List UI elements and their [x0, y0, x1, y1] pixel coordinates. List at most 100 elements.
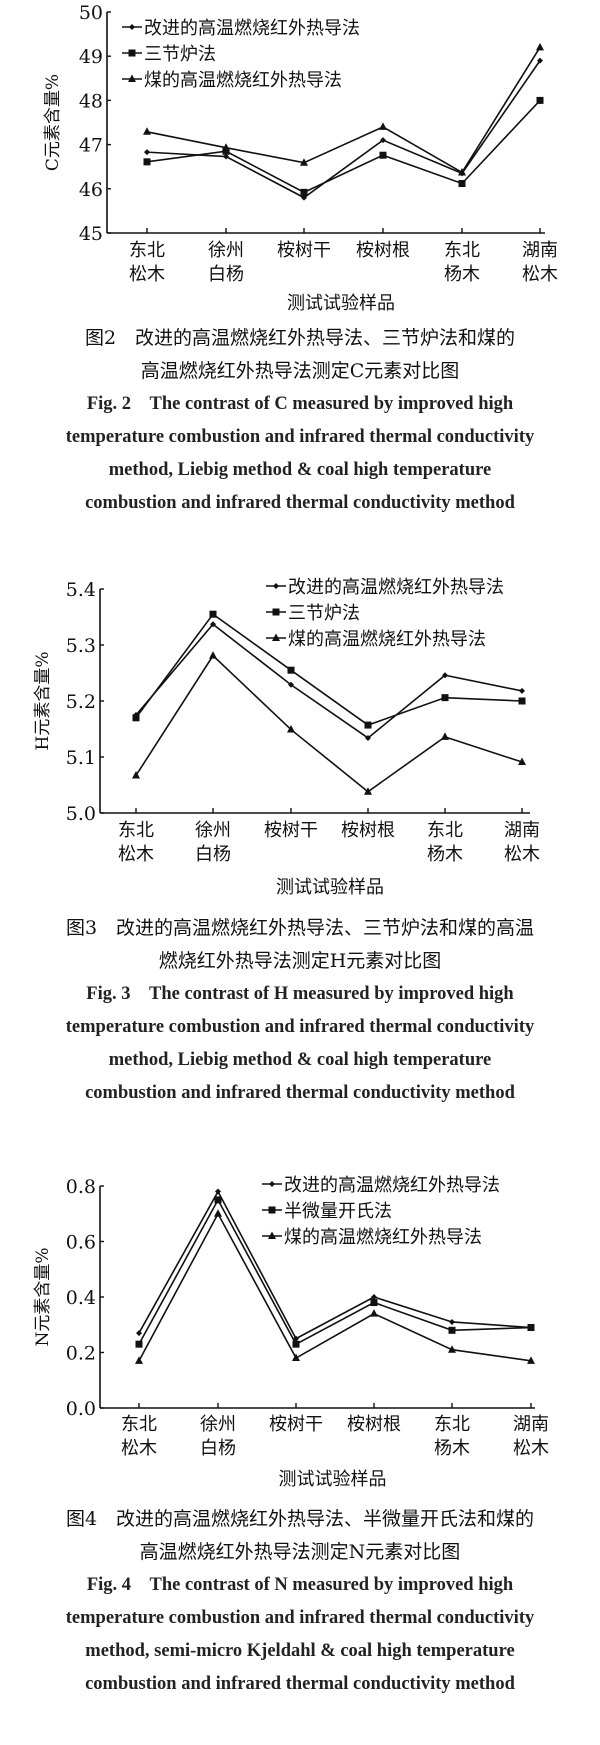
legend-marker	[128, 49, 136, 57]
legend-label: 半微量开氏法	[284, 1201, 392, 1222]
caption-zh-line: 高温燃烧红外热导法测定C元素对比图	[140, 360, 460, 382]
x-tick-label: 东北杨木	[434, 1414, 470, 1459]
data-point	[288, 681, 294, 688]
series-2	[132, 610, 526, 729]
legend-item: 煤的高温燃烧红外热导法	[266, 629, 486, 650]
data-point	[518, 697, 526, 705]
figure-2-caption: 图2 改进的高温燃烧红外热导法、三节炉法和煤的 高温燃烧红外热导法测定C元素对比图…	[0, 322, 600, 520]
data-point	[519, 687, 525, 694]
y-tick-label: 5.2	[66, 691, 96, 713]
series-line	[138, 1198, 532, 1346]
data-point	[132, 714, 140, 722]
data-point	[449, 1318, 455, 1325]
x-tick-label: 湖南松木	[522, 240, 558, 285]
legend-marker	[272, 608, 280, 616]
legend-item: 半微量开氏法	[262, 1201, 392, 1222]
caption-en-line: temperature combustion and infrared ther…	[65, 1608, 535, 1628]
y-tick-label: 5.3	[66, 635, 96, 657]
y-tick-label: 0.6	[66, 1232, 96, 1254]
y-tick-label: 5.4	[66, 579, 96, 601]
data-point	[287, 725, 295, 733]
caption-en-line: method, semi-micro Kjeldahl & coal high …	[85, 1641, 515, 1661]
caption-en-line: Fig. 3 The contrast of H measured by imp…	[86, 984, 514, 1004]
data-point	[536, 42, 544, 51]
series-line	[135, 654, 523, 793]
legend-item: 改进的高温燃烧红外热导法	[266, 577, 504, 598]
data-point	[379, 151, 387, 159]
y-tick-label: 48	[79, 90, 103, 112]
data-point	[143, 158, 151, 166]
x-tick-label: 东北松木	[118, 820, 154, 865]
data-point	[292, 1340, 300, 1348]
chart-2: 5.0 5.1 5.2 5.3 5.4 东北松木 徐州白杨 桉树干 桉树根 东北杨木 湖南松木测试试…	[33, 577, 540, 898]
data-point	[364, 721, 372, 729]
legend-label: 煤的高温燃烧红外热导法	[284, 1227, 482, 1248]
data-point	[448, 1345, 456, 1353]
legend-item: 三节炉法	[266, 603, 360, 624]
x-tick-label: 东北松木	[129, 240, 165, 285]
legend-marker	[268, 1231, 276, 1239]
data-point	[371, 1294, 377, 1300]
data-point	[380, 137, 386, 144]
x-tick-label: 桉树根	[356, 240, 410, 261]
data-point	[301, 194, 307, 201]
chart-3: 0.0 0.2 0.4 0.6 0.8 东北松木 徐州白杨 桉树干 桉树根 东北杨木 湖南松木测试试…	[33, 1175, 549, 1490]
x-tick-label: 桉树干	[277, 240, 331, 261]
data-point	[222, 143, 230, 151]
series-line	[135, 613, 523, 726]
x-axis-label: 测试试验样品	[287, 293, 395, 314]
series-line	[138, 1212, 532, 1362]
data-point	[536, 96, 544, 104]
data-point	[222, 147, 230, 155]
y-tick-label: 49	[79, 46, 103, 68]
x-tick-label: 桉树根	[347, 1414, 401, 1435]
data-point	[458, 167, 466, 176]
caption-zh-line: 高温燃烧红外热导法测定N元素对比图	[139, 1541, 461, 1563]
data-point	[215, 1188, 221, 1195]
data-point	[300, 158, 308, 166]
x-axis-label: 测试试验样品	[279, 1469, 387, 1490]
legend-item: 煤的高温燃烧红外热导法	[262, 1227, 482, 1248]
data-point	[143, 127, 151, 135]
data-point	[300, 188, 308, 196]
series-line	[138, 1189, 532, 1340]
legend-item: 改进的高温燃烧红外热导法	[262, 1175, 500, 1196]
data-point	[365, 734, 371, 741]
legend-label: 改进的高温燃烧红外热导法	[144, 18, 360, 39]
y-tick-label: 0.2	[66, 1343, 96, 1365]
legend-marker	[269, 1181, 275, 1187]
data-point	[135, 1340, 143, 1348]
series-3	[135, 1209, 535, 1364]
caption-en-line: Fig. 4 The contrast of N measured by imp…	[86, 1575, 514, 1595]
series-line	[146, 46, 541, 174]
y-axis-label: C元素含量%	[43, 74, 63, 171]
caption-en-line: Fig. 2 The contrast of C measured by imp…	[86, 394, 514, 414]
data-point	[458, 179, 466, 187]
data-point	[527, 1324, 535, 1332]
data-point	[223, 153, 229, 160]
y-tick-label: 5.0	[66, 803, 96, 825]
data-point	[135, 1356, 143, 1364]
chart-1: 45 46 47 48 49 50 东北松木 徐州白杨 桉树干 桉树根 东北杨木 湖南松木测试试验样品…	[43, 2, 558, 314]
data-point	[214, 1209, 222, 1217]
x-tick-label: 桉树干	[264, 820, 318, 841]
x-tick-label: 徐州白杨	[200, 1414, 236, 1459]
caption-zh-line: 图3 改进的高温燃烧红外热导法、三节炉法和煤的高温	[65, 917, 535, 939]
x-tick-label: 东北杨木	[427, 820, 463, 865]
legend-marker	[273, 583, 279, 589]
caption-zh-line: 图2 改进的高温燃烧红外热导法、三节炉法和煤的	[84, 327, 516, 349]
x-tick-label: 东北松木	[121, 1414, 157, 1459]
legend-label: 三节炉法	[144, 44, 216, 65]
x-tick-label: 东北杨木	[444, 240, 480, 285]
data-point	[144, 149, 150, 156]
data-point	[364, 787, 372, 795]
data-point	[442, 672, 448, 679]
series-3	[143, 42, 544, 176]
data-point	[448, 1326, 456, 1334]
legend-label: 三节炉法	[288, 603, 360, 624]
legend-label: 煤的高温燃烧红外热导法	[144, 70, 342, 91]
caption-en-line: temperature combustion and infrared ther…	[65, 427, 535, 447]
x-tick-label: 徐州白杨	[208, 240, 244, 285]
series-2	[143, 96, 544, 196]
